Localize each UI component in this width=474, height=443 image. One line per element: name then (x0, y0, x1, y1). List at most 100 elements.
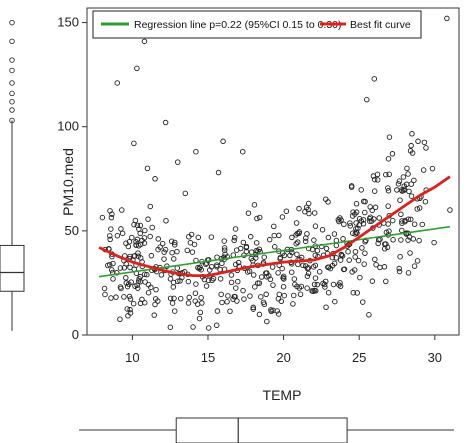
data-point (296, 205, 302, 212)
data-point (228, 279, 235, 286)
data-point (358, 187, 364, 193)
data-point (114, 270, 120, 276)
data-point (398, 211, 404, 218)
data-point (312, 275, 319, 281)
data-point (167, 295, 174, 302)
data-point (293, 220, 300, 226)
x-tick-label: 25 (352, 350, 366, 365)
data-point (371, 76, 378, 82)
data-point (268, 307, 274, 313)
data-point (345, 248, 351, 255)
data-point (409, 131, 415, 137)
data-point (341, 221, 347, 228)
data-point (300, 262, 306, 269)
data-point (361, 261, 367, 267)
data-point (353, 220, 359, 226)
data-point (219, 299, 225, 306)
data-point (141, 240, 148, 246)
data-point (193, 281, 199, 287)
data-point (366, 312, 372, 318)
data-point (407, 250, 413, 256)
data-point (347, 223, 353, 229)
data-point (429, 165, 436, 172)
data-point (185, 300, 192, 306)
data-point (288, 269, 295, 275)
data-point (214, 308, 221, 314)
y-box (0, 244, 25, 292)
data-point (322, 196, 329, 202)
data-point (411, 221, 418, 227)
data-point (232, 226, 239, 232)
data-point (360, 198, 367, 205)
data-point (312, 252, 319, 259)
data-point (353, 200, 360, 207)
data-point (447, 207, 453, 213)
data-point (145, 216, 151, 222)
data-point (174, 248, 180, 255)
data-point (144, 165, 151, 172)
data-point (263, 270, 269, 276)
data-point (362, 250, 368, 256)
data-point (264, 318, 270, 325)
data-point (399, 218, 405, 224)
data-point (372, 256, 378, 263)
data-point (290, 301, 296, 307)
data-point (117, 284, 124, 290)
data-point (359, 245, 365, 251)
data-point (319, 226, 326, 233)
data-point (157, 244, 163, 250)
data-point (396, 178, 403, 184)
data-point (318, 243, 325, 250)
data-point (362, 209, 368, 216)
data-point (141, 235, 148, 241)
data-point (371, 188, 378, 194)
data-point (137, 230, 143, 237)
data-point (422, 198, 429, 205)
y-tick-label: 150 (57, 15, 79, 30)
data-point (349, 269, 355, 275)
data-point (136, 276, 142, 282)
data-point (281, 292, 288, 299)
data-point (309, 288, 315, 294)
data-point (118, 226, 124, 232)
data-point (390, 237, 396, 243)
data-point (399, 220, 405, 226)
data-point (275, 311, 282, 317)
data-point (195, 264, 201, 271)
data-point (145, 289, 152, 296)
data-point (240, 148, 246, 155)
data-point (240, 239, 247, 246)
x-tick-label: 10 (125, 350, 139, 365)
data-point (279, 214, 286, 220)
data-point (384, 244, 391, 251)
data-point (389, 217, 396, 224)
data-point (218, 291, 224, 298)
data-point (221, 245, 228, 251)
data-point (109, 267, 115, 273)
data-point (171, 242, 178, 248)
data-point (405, 237, 411, 243)
data-point (108, 295, 114, 301)
data-point (147, 203, 154, 210)
data-point (161, 256, 167, 262)
legend-label-best-fit: Best fit curve (350, 19, 411, 31)
data-point (108, 214, 115, 221)
legend-box (92, 10, 422, 39)
data-point (293, 232, 299, 238)
data-point (186, 294, 192, 301)
data-point (134, 222, 141, 229)
data-point (228, 272, 235, 278)
y-tick-label: 100 (57, 119, 79, 134)
data-point (310, 264, 317, 270)
data-point (360, 299, 366, 305)
data-point (141, 38, 148, 45)
data-point (283, 208, 290, 214)
data-point (113, 294, 119, 300)
x-axis: 10 15 20 25 30 (125, 335, 442, 365)
data-point (119, 207, 125, 213)
data-point (135, 250, 141, 256)
data-point (385, 156, 392, 162)
data-point (305, 265, 312, 271)
data-point (189, 249, 196, 255)
data-point (369, 278, 376, 284)
